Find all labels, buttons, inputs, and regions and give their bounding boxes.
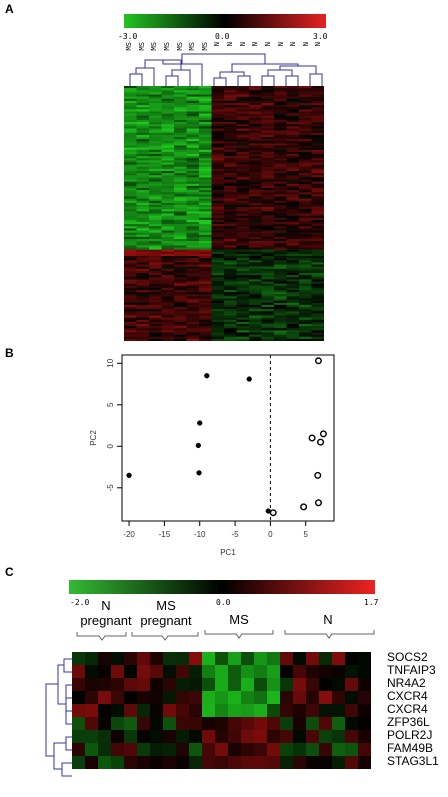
x-tick-label: -10 (194, 530, 206, 539)
gene-label: CXCR4 (387, 689, 428, 703)
x-tick-label: -20 (123, 530, 135, 539)
panel-a-scale-min: -3.0 (118, 32, 138, 41)
data-point-filled (195, 442, 201, 449)
gene-label: STAG3L1 (387, 754, 439, 768)
y-axis-label: PC2 (89, 430, 98, 446)
panel-c-heatmap (72, 652, 371, 769)
sample-label: N (226, 42, 234, 47)
data-point-filled (204, 373, 210, 379)
gene-label: SOCS2 (387, 650, 428, 664)
group-label-ms-pregnant: MS pregnant (131, 598, 201, 628)
x-tick-label: 0 (268, 530, 273, 539)
gene-labels: SOCS2 TNFAIP3 NR4A2 CXCR4 CXCR4 ZFP36L POLR2J F… (387, 650, 447, 770)
panel-a-scale-mid: 0.0 (215, 32, 230, 41)
panel-c-scale-mid: 0.0 (216, 598, 231, 607)
group-label-n-pregnant: N pregnant (76, 598, 136, 628)
group-label-line1: MS (229, 612, 249, 627)
sample-label: N (314, 42, 323, 47)
data-point-open (314, 357, 322, 365)
x-tick-label: -5 (232, 530, 240, 539)
gene-label: NR4A2 (387, 676, 426, 690)
x-axis-label: PC1 (220, 548, 236, 557)
sample-label: N (238, 42, 247, 47)
sample-label: N (289, 42, 298, 47)
data-point-open (308, 434, 316, 442)
y-tick-label: 10 (106, 358, 115, 367)
data-point-open (319, 430, 327, 438)
data-point-open (314, 499, 322, 507)
gene-label: CXCR4 (387, 702, 428, 716)
data-point-open (314, 471, 322, 479)
plot-frame (121, 354, 335, 522)
data-point-open (300, 503, 308, 511)
sample-label: N (213, 42, 222, 47)
group-label-line2: pregnant (80, 613, 132, 628)
panel-a-letter: A (5, 2, 14, 16)
group-label-n: N (283, 612, 373, 627)
y-tick-label: -5 (106, 484, 115, 492)
y-tick-label: 0 (106, 444, 115, 449)
data-point-open (317, 438, 325, 446)
panel-c-dendrogram (45, 658, 72, 777)
sample-label: N (276, 42, 285, 47)
panel-c-letter: C (5, 565, 14, 579)
gene-label: POLR2J (387, 728, 433, 742)
panel-c-scale-min: -2.0 (70, 598, 90, 607)
group-label-line1: N (323, 612, 333, 627)
data-point-filled (196, 470, 202, 476)
panel-a-heatmap (124, 86, 324, 341)
data-point-filled (246, 376, 252, 382)
x-tick-label: 5 (304, 530, 309, 539)
y-tick-label: 5 (106, 402, 115, 407)
x-tick-label: -15 (159, 530, 171, 539)
data-point-open (269, 509, 277, 517)
group-label-ms: MS (203, 612, 275, 627)
sample-label: N (251, 42, 260, 47)
group-label-line1: MS (156, 598, 176, 613)
group-braces (76, 630, 375, 641)
pca-scatter-plot: -20 -15 -10 -5 0 5 -5 0 5 10 PC1 PC2 (89, 354, 335, 557)
panel-a-dendrogram (129, 53, 323, 86)
panel-c-scale-max: 1.7 (364, 598, 379, 607)
group-label-line1: N (101, 598, 111, 613)
panel-c-color-scale (69, 580, 375, 594)
gene-label: FAM49B (387, 741, 434, 755)
data-point-filled (126, 472, 132, 478)
panel-a-scale-max: 3.0 (313, 32, 328, 41)
panel-b-letter: B (5, 346, 14, 360)
sample-label: N (263, 42, 272, 47)
gene-label: TNFAIP3 (387, 663, 436, 677)
group-label-line2: pregnant (140, 613, 192, 628)
gene-label: ZFP36L (387, 715, 430, 729)
data-point-filled (197, 420, 203, 426)
sample-label: N (301, 42, 310, 47)
panel-a-color-scale (124, 14, 326, 28)
